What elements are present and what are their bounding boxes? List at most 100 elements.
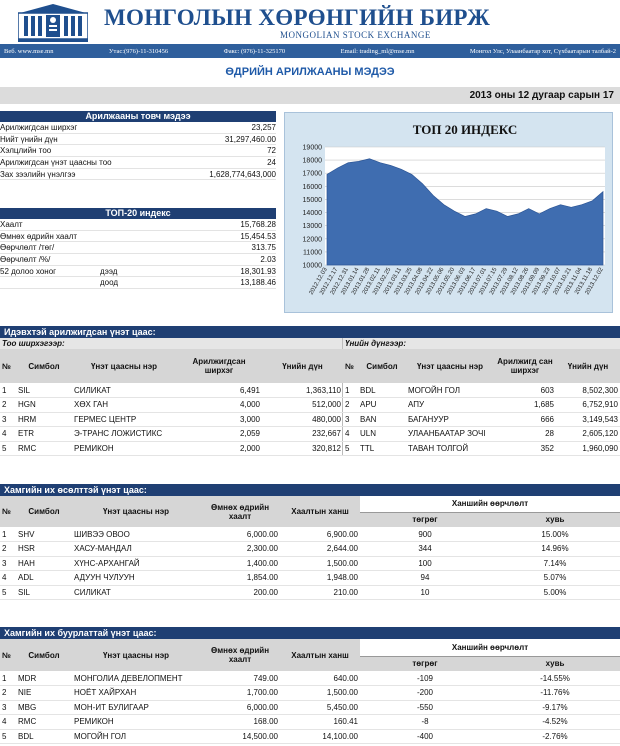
table-cell: 2 <box>0 541 16 557</box>
table-cell: 2,059 <box>176 426 262 442</box>
table-cell: -11.76% <box>490 685 620 701</box>
top-losers-section: Хамгийн их буурлаттай үнэт цаас: № Симбо… <box>0 627 620 744</box>
col-change-mnt: төгрөг <box>360 656 490 671</box>
table-cell: АДУУН ЧУЛУУН <box>72 570 200 586</box>
col-change-pct: хувь <box>490 656 620 671</box>
table-cell: 2 <box>0 397 16 413</box>
table-cell: МОГОЙН ГОЛ <box>72 729 200 744</box>
y-tick-label: 18000 <box>303 158 323 165</box>
contact-fax: Факс: (976)-11-325170 <box>223 47 286 55</box>
table-cell: 1,363,110 <box>262 383 343 398</box>
table-cell: 3 <box>0 556 16 571</box>
contact-bar: Веб. www.mse.mn Утас:(976)-11-310456 Фак… <box>0 44 620 58</box>
top20-label: Өөрчлөлт /%/ <box>0 255 51 265</box>
table-row: 4 ETR Э-ТРАНС ЛОЖИСТИКС 2,059 232,667 <box>0 426 343 442</box>
top20-sublabel: дээд <box>100 266 118 276</box>
contact-web[interactable]: Веб. www.mse.mn <box>4 47 54 55</box>
table-cell: 1,960,090 <box>556 441 620 456</box>
col-close: Хаалтын ханш <box>280 639 360 671</box>
table-cell: SIL <box>16 383 72 398</box>
table-row: 5 RMC РЕМИКОН 2,000 320,812 <box>0 441 343 456</box>
table-row: 4 ULN УЛААНБААТАР ЗОЧІ 28 2,605,120 <box>343 426 620 442</box>
table-cell: 1,500.00 <box>280 556 360 571</box>
table-cell: Э-ТРАНС ЛОЖИСТИКС <box>72 426 176 442</box>
table-row: 2 HSR ХАСУ-МАНДАЛ 2,300.00 2,644.00 344 14.96% <box>0 541 620 557</box>
table-cell: MDR <box>16 671 72 686</box>
active-securities-section: Идэвхтэй арилжигдсан үнэт цаас: Тоо ширх… <box>0 326 620 456</box>
top20-index-chart: 10000 11000 12000 13000 14000 15000 16000 17000… <box>284 112 613 313</box>
table-cell: 1,685 <box>494 397 556 413</box>
col-change-pct: хувь <box>490 512 620 527</box>
table-cell: 5 <box>0 729 16 744</box>
table-cell: 1,700.00 <box>200 685 280 701</box>
col-change-mnt: төгрөг <box>360 512 490 527</box>
table-row: 4 ADL АДУУН ЧУЛУУН 1,854.00 1,948.00 94 5.07% <box>0 570 620 586</box>
chart-title: ТОП 20 ИНДЕКС <box>413 122 518 137</box>
y-tick-label: 13000 <box>303 223 323 230</box>
chart-svg: 10000 11000 12000 13000 14000 15000 16000 17000… <box>303 122 606 296</box>
col-no: № <box>343 349 358 383</box>
table-cell: -4.52% <box>490 714 620 730</box>
top20-value: 18,301.93 <box>240 266 276 276</box>
table-cell: 5 <box>0 441 16 456</box>
summary-row: Зах зээлийн үнэлгээ 1,628,774,643,000 <box>0 169 276 181</box>
table-cell: HAH <box>16 556 72 571</box>
losers-heading: Хамгийн их буурлаттай үнэт цаас: <box>0 627 620 639</box>
table-cell: -8 <box>360 714 490 730</box>
table-cell: 2 <box>343 397 358 413</box>
col-symbol: Симбол <box>358 349 406 383</box>
table-cell: 5.07% <box>490 570 620 586</box>
top20-summary: ТОП-20 индекс Хаалт 15,768.28 Өмнөх өдрийн… <box>0 208 276 290</box>
table-cell: 210.00 <box>280 585 360 600</box>
table-cell: 160.41 <box>280 714 360 730</box>
table-cell: РЕМИКОН <box>72 714 200 730</box>
summary-value: 31,297,460.00 <box>224 134 276 144</box>
top20-value: 15,454.53 <box>240 231 276 241</box>
col-name: Үнэт цаасны нэр <box>406 349 494 383</box>
top20-label: Өөрчлөлт /төг/ <box>0 243 55 253</box>
summary-row: Арилжигдсан үнэт цаасны тоо 24 <box>0 157 276 169</box>
table-cell: 8,502,300 <box>556 383 620 398</box>
col-value: Үнийн дүн <box>262 349 343 383</box>
table-cell: 344 <box>360 541 490 557</box>
table-cell: 94 <box>360 570 490 586</box>
table-cell: 2 <box>0 685 16 701</box>
table-cell: 2,605,120 <box>556 426 620 442</box>
summary-label: Зах зээлийн үнэлгээ <box>0 169 76 179</box>
y-tick-label: 10000 <box>303 263 323 270</box>
table-cell: HRM <box>16 412 72 427</box>
gainers-heading: Хамгийн их өсөлттэй үнэт цаас: <box>0 484 620 496</box>
table-cell: МОНГОЛИА ДЕВЕЛОПМЕНТ <box>72 671 200 686</box>
table-row: 3 HAH ХҮНС-АРХАНГАЙ 1,400.00 1,500.00 100 7.14… <box>0 556 620 571</box>
y-tick-label: 17000 <box>303 171 323 178</box>
contact-email[interactable]: Email: trading_ml@mse.mn <box>340 47 415 55</box>
table-cell: 4,000 <box>176 397 262 413</box>
table-cell: БАГАНУУР <box>406 412 494 427</box>
table-cell: 1 <box>0 671 16 686</box>
table-cell: 1 <box>0 383 16 398</box>
summary-label: Арилжигдсан үнэт цаасны тоо <box>0 158 112 168</box>
table-cell: 2,644.00 <box>280 541 360 557</box>
by-volume-table: № Симбол Үнэт цаасны нэр Арилжигдсан шир… <box>0 349 343 456</box>
gainers-table: № Симбол Үнэт цаасны нэр Өмнөх өдрийн ха… <box>0 496 620 600</box>
table-cell: HGN <box>16 397 72 413</box>
exchange-title: МОНГОЛЫН ХӨРӨНГИЙН БИРЖ <box>104 5 491 30</box>
table-cell: SHV <box>16 527 72 542</box>
active-heading: Идэвхтэй арилжигдсан үнэт цаас: <box>0 326 620 338</box>
table-cell: 1,400.00 <box>200 556 280 571</box>
table-cell: 14.96% <box>490 541 620 557</box>
table-cell: 6,900.00 <box>280 527 360 542</box>
col-value: Үнийн дүн <box>556 349 620 383</box>
col-name: Үнэт цаасны нэр <box>72 349 176 383</box>
col-symbol: Симбол <box>16 639 72 671</box>
table-cell: ADL <box>16 570 72 586</box>
summary-label: Нийт үнийн дүн <box>0 134 58 144</box>
top20-value: 313.75 <box>251 243 276 253</box>
table-cell: 5 <box>343 441 358 456</box>
table-cell: СИЛИКАТ <box>72 585 200 600</box>
series-area <box>326 158 604 266</box>
table-cell: TTL <box>358 441 406 456</box>
table-cell: NIE <box>16 685 72 701</box>
summary-row: Нийт үнийн дүн 31,297,460.00 <box>0 134 276 146</box>
table-cell: 6,491 <box>176 383 262 398</box>
